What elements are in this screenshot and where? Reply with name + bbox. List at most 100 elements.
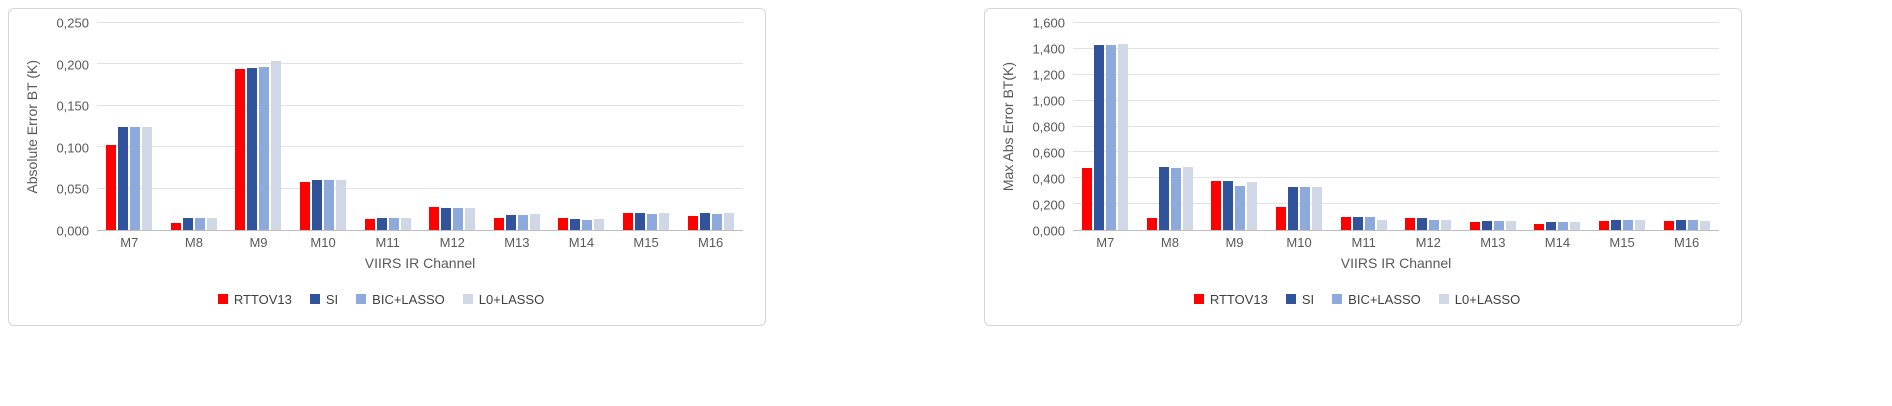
bar-rttov13 xyxy=(364,219,375,230)
x-tick-label: M14 xyxy=(568,234,595,250)
bar-rttov13 xyxy=(1663,220,1674,230)
bar-group xyxy=(678,23,743,230)
bar-group xyxy=(1396,23,1461,230)
legend-label: BIC+LASSO xyxy=(372,291,445,307)
bar-si xyxy=(182,217,193,230)
y-tick-label: 1,400 xyxy=(1032,41,1065,57)
bar-rttov13 xyxy=(429,206,440,230)
bar-si xyxy=(1481,220,1492,230)
y-tick-labels: 0,000 0,050 0,100 0,150 0,200 0,250 xyxy=(45,16,97,239)
bar-rttov13 xyxy=(623,213,634,230)
x-tick-labels: M7 M8 M9 M10 M11 M12 M13 M14 M15 M16 xyxy=(1073,231,1719,253)
max-abs-error-chart-panel: Max Abs Error BT(K) 0,000 0,200 0,400 0,600… xyxy=(984,8,1742,326)
y-tick-label: 0,050 xyxy=(56,181,89,197)
bar-bic-lasso xyxy=(259,66,270,230)
x-tick-label: M13 xyxy=(1480,234,1506,250)
bar-group xyxy=(1525,23,1590,230)
legend-item: SI xyxy=(309,291,339,307)
y-tick-label: 0,000 xyxy=(1032,223,1065,239)
bar-group xyxy=(1590,23,1655,230)
legend-swatch xyxy=(309,294,320,304)
bar-rttov13 xyxy=(170,223,181,230)
x-tick-label: M8 xyxy=(1160,234,1179,250)
bar-l0-lasso xyxy=(271,61,282,230)
bar-bic-lasso xyxy=(1429,219,1440,230)
y-tick-label: 0,100 xyxy=(56,140,89,156)
bar-l0-lasso xyxy=(1570,222,1581,230)
bar-l0-lasso xyxy=(1635,219,1646,230)
bar-group xyxy=(1073,23,1138,230)
bar-rttov13 xyxy=(1599,220,1610,230)
x-tick-label: M15 xyxy=(633,234,659,250)
bar-bic-lasso xyxy=(1170,167,1181,230)
gridline xyxy=(1073,151,1719,153)
gridline xyxy=(1073,73,1719,75)
bar-rttov13 xyxy=(1340,217,1351,230)
legend-label: SI xyxy=(325,291,339,307)
bar-l0-lasso xyxy=(1376,219,1387,230)
bar-l0-lasso xyxy=(594,219,605,230)
bar-si xyxy=(1288,187,1299,230)
bar-l0-lasso xyxy=(1699,220,1710,230)
legend-swatch xyxy=(462,294,473,304)
gridline xyxy=(1073,22,1719,23)
bar-rttov13 xyxy=(493,217,504,230)
bar-rttov13 xyxy=(1276,206,1287,230)
bar-rttov13 xyxy=(1534,223,1545,230)
y-tick-label: 0,200 xyxy=(56,57,89,73)
bar-group xyxy=(1331,23,1396,230)
legend-swatch xyxy=(1193,294,1204,304)
bar-bic-lasso xyxy=(1623,219,1634,230)
legend-label: L0+LASSO xyxy=(478,291,545,307)
bar-bic-lasso xyxy=(1364,217,1375,230)
bar-rttov13 xyxy=(1405,218,1416,230)
x-tick-label: M16 xyxy=(697,234,724,250)
legend-swatch xyxy=(217,294,228,304)
bar-bic-lasso xyxy=(194,218,205,230)
x-tick-label: M7 xyxy=(120,234,139,250)
bar-group xyxy=(291,23,356,230)
bar-bic-lasso xyxy=(453,207,464,230)
bar-si xyxy=(1352,217,1363,230)
bar-bic-lasso xyxy=(388,217,399,230)
gridline xyxy=(97,22,743,23)
legend-swatch xyxy=(1438,294,1449,304)
bar-group xyxy=(162,23,227,230)
legend-item: BIC+LASSO xyxy=(356,292,445,307)
x-tick-label: M11 xyxy=(1351,234,1376,250)
y-tick-label: 0,600 xyxy=(1032,145,1065,161)
legend-item: L0+LASSO xyxy=(1438,291,1521,307)
charts-row: Absolute Error BT (K) 0,000 0,050 0,100 0,1… xyxy=(8,8,1742,326)
bar-bic-lasso xyxy=(517,215,528,230)
bar-bic-lasso xyxy=(1493,220,1504,230)
bar-si xyxy=(570,219,581,230)
bar-si xyxy=(247,67,258,230)
bars xyxy=(1073,23,1719,230)
legend-label: L0+LASSO xyxy=(1454,291,1521,307)
bar-l0-lasso xyxy=(206,218,217,230)
x-tick-label: M8 xyxy=(184,234,203,250)
legend-item: SI xyxy=(1285,292,1314,307)
bar-group xyxy=(1654,23,1719,230)
bar-si xyxy=(312,180,323,230)
bar-si xyxy=(441,207,452,230)
x-tick-label: M14 xyxy=(1544,234,1571,250)
bar-l0-lasso xyxy=(1505,220,1516,230)
y-tick-label: 1,600 xyxy=(1032,15,1065,31)
bar-si xyxy=(1675,219,1686,230)
bar-l0-lasso xyxy=(659,212,670,230)
y-tick-label: 0,150 xyxy=(56,98,89,114)
bar-group xyxy=(1461,23,1526,230)
legend-swatch xyxy=(356,294,367,304)
y-tick-label: 1,200 xyxy=(1032,67,1065,83)
y-tick-label: 0,400 xyxy=(1032,171,1065,187)
x-tick-label: M10 xyxy=(1286,234,1312,250)
bar-group xyxy=(226,23,291,230)
y-tick-label: 0,250 xyxy=(56,15,89,31)
bar-l0-lasso xyxy=(400,217,411,230)
gridline xyxy=(97,187,743,189)
gridline xyxy=(1073,99,1719,101)
x-tick-labels: M7 M8 M9 M10 M11 M12 M13 M14 M15 M16 xyxy=(97,231,743,253)
bar-group xyxy=(485,23,550,230)
gridline xyxy=(1073,47,1719,49)
